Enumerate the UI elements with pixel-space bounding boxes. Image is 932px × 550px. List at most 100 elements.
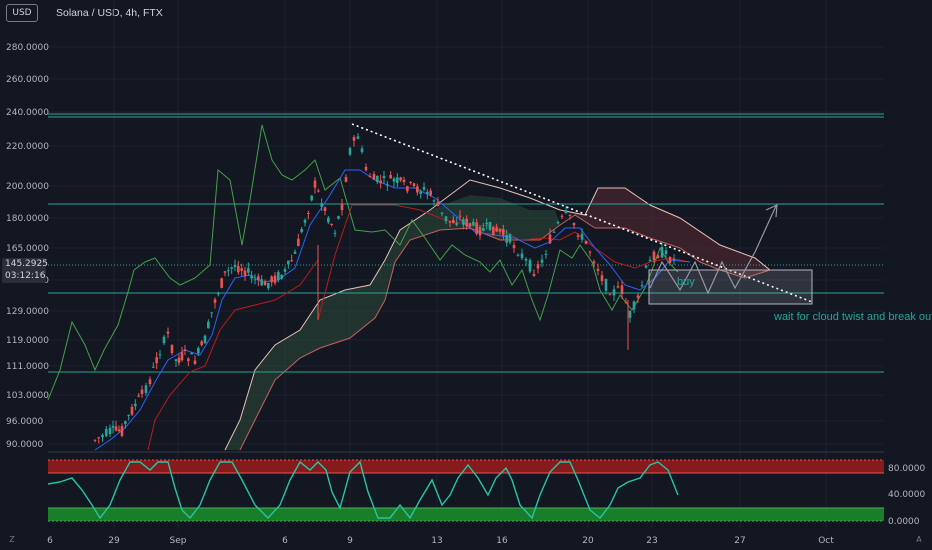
candle-body (148, 379, 152, 385)
candle-body (600, 275, 604, 281)
candle-body (452, 219, 455, 224)
candle-body (399, 177, 402, 181)
note-annotation[interactable]: wait for cloud twist and break out of th… (774, 311, 932, 323)
candle-body (455, 222, 458, 225)
candle-body (532, 273, 536, 276)
price-tick-label: 165.0000 (6, 244, 49, 254)
candle-body (485, 222, 488, 225)
price-axis[interactable]: 280.0000 260.0000 240.0000 220.0000 200.0000… (6, 43, 49, 450)
candle-body (344, 176, 348, 182)
time-tick-label: 23 (646, 536, 657, 546)
candle-body (158, 354, 162, 356)
candle-body (644, 265, 648, 268)
candle-body (548, 234, 552, 244)
candle-body (636, 295, 640, 298)
price-tick-label: 103.0000 (6, 391, 49, 401)
time-tick-label: 13 (431, 536, 442, 546)
candle-body (327, 217, 330, 223)
candle-body (233, 264, 237, 267)
candle-body (111, 426, 115, 428)
oscillator-tick-label: 40.0000 (888, 490, 925, 500)
candle-body (293, 251, 297, 254)
time-tick-label: 6 (282, 536, 288, 546)
candle-body (524, 258, 528, 261)
candle-body (628, 310, 632, 318)
time-tick-label: 6 (47, 536, 53, 546)
candle-body (287, 260, 290, 265)
candle-body (368, 176, 372, 178)
price-tick-label: 119.0000 (6, 336, 49, 346)
candle-body (144, 385, 148, 393)
candle-body (217, 293, 220, 295)
candle-body (520, 253, 524, 259)
auto-scale-button[interactable]: A (916, 535, 922, 544)
candle-body (389, 174, 392, 179)
candle-body (580, 233, 584, 240)
candle-body (307, 212, 310, 214)
candle-body (444, 216, 448, 222)
candle-body (488, 222, 492, 230)
candle-body (352, 137, 356, 141)
time-axis[interactable]: 6 29 Sep 6 9 13 16 20 23 27 Oct (47, 536, 834, 546)
buy-zone-box[interactable] (648, 269, 813, 305)
candle-body (197, 347, 200, 354)
oscillator-line[interactable] (47, 460, 679, 520)
buy-annotation[interactable]: buy (677, 276, 695, 288)
candle-body (257, 276, 260, 281)
candle-body (465, 218, 468, 227)
candle-body (462, 219, 465, 225)
candle-body (180, 352, 184, 361)
candle-body (429, 190, 432, 196)
time-tick-label: Oct (818, 536, 834, 546)
projection-path[interactable] (649, 205, 777, 295)
time-tick-label: 29 (108, 536, 120, 546)
candle-body (475, 222, 478, 235)
candle-body (612, 289, 616, 296)
candle-body (640, 285, 644, 287)
candle-body (596, 268, 600, 272)
candle-body (247, 268, 250, 273)
candle-body (120, 426, 124, 436)
countdown-timer: 03:12:16 (5, 271, 46, 281)
candle-body (419, 191, 422, 195)
candlesticks[interactable] (93, 133, 676, 444)
price-tick-label: 180.0000 (6, 214, 49, 224)
level-lines[interactable] (48, 113, 884, 373)
candle-body (572, 222, 576, 226)
candle-body (392, 178, 396, 182)
timezone-button[interactable]: Z (9, 535, 15, 544)
candle-body (664, 250, 668, 255)
candle-body (608, 294, 612, 296)
candle-body (348, 148, 352, 155)
candle-body (668, 257, 672, 264)
candle-body (330, 224, 333, 226)
candle-body (472, 221, 475, 226)
candle-body (432, 200, 436, 202)
descending-trendline[interactable] (351, 123, 813, 303)
candle-body (495, 227, 498, 232)
oversold-band (48, 508, 884, 521)
kijun-sen-line (147, 204, 691, 451)
candle-body (416, 186, 419, 193)
price-tick-label: 96.0000 (6, 417, 43, 427)
candle-body (200, 341, 203, 345)
candle-body (190, 352, 193, 355)
candle-body (97, 437, 101, 439)
candle-body (656, 255, 660, 258)
price-tick-label: 129.0000 (6, 307, 49, 317)
candle-body (396, 177, 399, 183)
candle-body (140, 389, 144, 394)
candle-body (124, 421, 127, 424)
candle-body (426, 191, 429, 195)
chikou-span-line (47, 124, 679, 401)
candle-body (203, 335, 207, 344)
candle-body (422, 187, 426, 190)
candle-body (134, 403, 137, 407)
candle-body (412, 183, 416, 186)
candle-body (564, 210, 568, 214)
currency-button[interactable]: USD (6, 4, 38, 22)
candle-body (356, 136, 360, 139)
candle-body (382, 176, 386, 179)
price-tick-label: 240.0000 (6, 108, 49, 118)
